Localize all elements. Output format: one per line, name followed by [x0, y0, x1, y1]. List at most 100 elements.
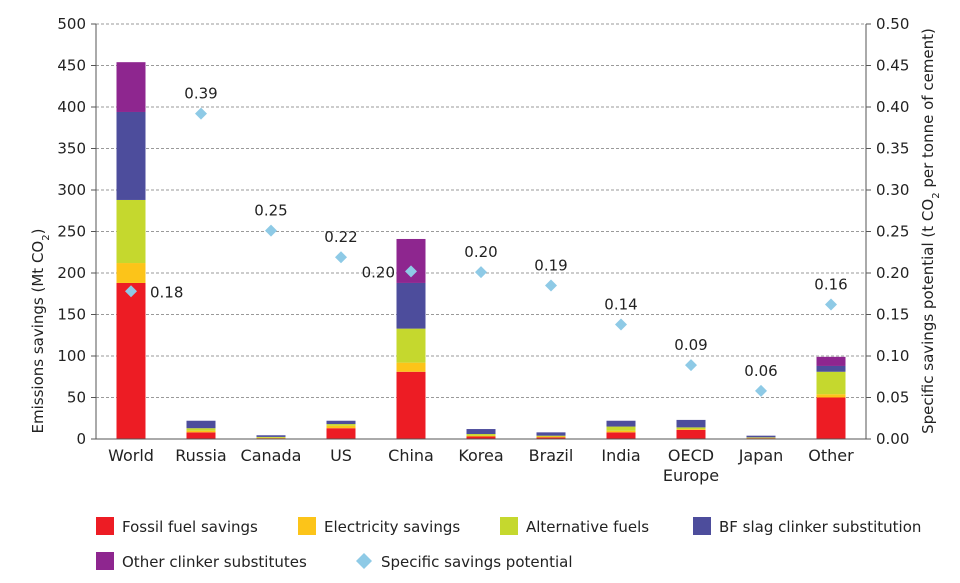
legend-label: Electricity savings: [324, 518, 460, 536]
specific-savings-point: [755, 384, 767, 397]
data-label: 0.25: [254, 202, 287, 220]
bar-segment: [816, 371, 846, 395]
legend-swatch: [356, 553, 372, 569]
y-tick-label: 100: [57, 347, 86, 365]
legend-swatch: [693, 517, 711, 535]
bar-segment: [536, 432, 566, 436]
bar-segment: [816, 394, 846, 398]
category-label: India: [601, 446, 640, 465]
bar-segment: [326, 425, 356, 429]
bar-segment: [116, 282, 146, 439]
y2-tick-label: 0.20: [876, 264, 909, 282]
y-tick-label: 250: [57, 223, 86, 241]
category-label: Brazil: [529, 446, 574, 465]
y-tick-label: 0: [76, 430, 86, 448]
legend: Fossil fuel savings Electricity savings Al…: [96, 517, 921, 571]
data-label: 0.39: [184, 85, 217, 103]
y-tick-label: 150: [57, 306, 86, 324]
category-label: Other: [808, 446, 854, 465]
y2-tick-label: 0.05: [876, 389, 909, 407]
category-label: China: [388, 446, 434, 465]
bar-segment: [186, 430, 216, 433]
legend-swatch: [96, 552, 114, 570]
y-axis-ticks: 0 50 100 150 200 250 300 350 400 450 500: [57, 15, 86, 448]
y2-tick-label: 0.10: [876, 347, 909, 365]
specific-savings-point: [825, 298, 837, 311]
data-labels: 0.18 0.39 0.25 0.22 0.20 0.20 0.19 0.14 0.09 0.06…: [150, 85, 848, 380]
legend-label: Other clinker substitutes: [122, 553, 307, 571]
bar-segment: [186, 432, 216, 439]
category-label: Russia: [175, 446, 226, 465]
specific-savings-point: [685, 359, 697, 372]
data-label: 0.18: [150, 283, 183, 301]
y-tick-label: 50: [67, 389, 86, 407]
legend-swatch: [96, 517, 114, 535]
category-label: US: [330, 446, 352, 465]
data-label: 0.20: [362, 263, 395, 281]
category-label: Japan: [738, 446, 784, 465]
specific-savings-points: [125, 107, 837, 397]
legend-label: BF slag clinker substitution: [719, 518, 921, 536]
bar-segment: [326, 424, 356, 426]
y2-tick-label: 0.30: [876, 181, 909, 199]
bar-segment: [326, 428, 356, 439]
specific-savings-point: [335, 251, 347, 264]
specific-savings-point: [195, 107, 207, 120]
bar-segment: [116, 62, 146, 112]
bar-segment: [606, 432, 636, 439]
bar-segment: [676, 427, 706, 430]
category-label: Canada: [241, 446, 302, 465]
bar-segment: [186, 428, 216, 431]
y2-axis-ticks: 0.00 0.05 0.10 0.15 0.20 0.25 0.30 0.35 0.40 0.45…: [876, 15, 909, 448]
bar-segment: [676, 429, 706, 439]
data-label: 0.06: [744, 362, 777, 380]
bar-segment: [816, 365, 846, 372]
bar-segment: [746, 437, 776, 439]
bar-segment: [466, 429, 496, 435]
specific-savings-point: [615, 318, 627, 331]
legend-swatch: [298, 517, 316, 535]
data-label: 0.16: [814, 276, 847, 294]
data-label: 0.19: [534, 256, 567, 274]
y-tick-label: 500: [57, 15, 86, 33]
category-label: OECD Europe: [663, 446, 719, 485]
bar-segment: [816, 397, 846, 439]
y2-tick-label: 0.15: [876, 306, 909, 324]
data-label: 0.14: [604, 295, 637, 313]
gridlines: [96, 23, 866, 398]
y2-tick-label: 0.50: [876, 15, 909, 33]
bar-segment: [116, 199, 146, 264]
bar-segment: [186, 420, 216, 429]
bar-segment: [396, 282, 426, 329]
specific-savings-point: [475, 266, 487, 279]
bar-segment: [536, 436, 566, 438]
specific-savings-point: [405, 265, 417, 278]
bars: [116, 62, 846, 439]
bar-segment: [466, 434, 496, 436]
legend-label: Alternative fuels: [526, 518, 649, 536]
bar-segment: [816, 356, 846, 366]
bar-segment: [326, 420, 356, 425]
bar-segment: [116, 263, 146, 283]
bar-segment: [536, 435, 566, 437]
y2-tick-label: 0.40: [876, 98, 909, 116]
bar-segment: [396, 362, 426, 372]
bar-segment: [676, 429, 706, 430]
y2-axis-title: Specific savings potential (t CO2 per to…: [919, 28, 942, 434]
bar-segment: [466, 435, 496, 437]
y2-tick-label: 0.35: [876, 140, 909, 158]
data-label: 0.20: [464, 243, 497, 261]
specific-savings-point: [545, 279, 557, 292]
y-tick-label: 400: [57, 98, 86, 116]
bar-segment: [606, 430, 636, 433]
bar-segment: [256, 436, 286, 438]
bar-segment: [396, 371, 426, 439]
bar-segment: [746, 437, 776, 438]
category-label: Korea: [458, 446, 503, 465]
bar-segment: [606, 420, 636, 427]
bar-segment: [676, 419, 706, 428]
specific-savings-point: [125, 285, 137, 298]
bar-segment: [746, 435, 776, 438]
bar-segment: [256, 437, 286, 439]
